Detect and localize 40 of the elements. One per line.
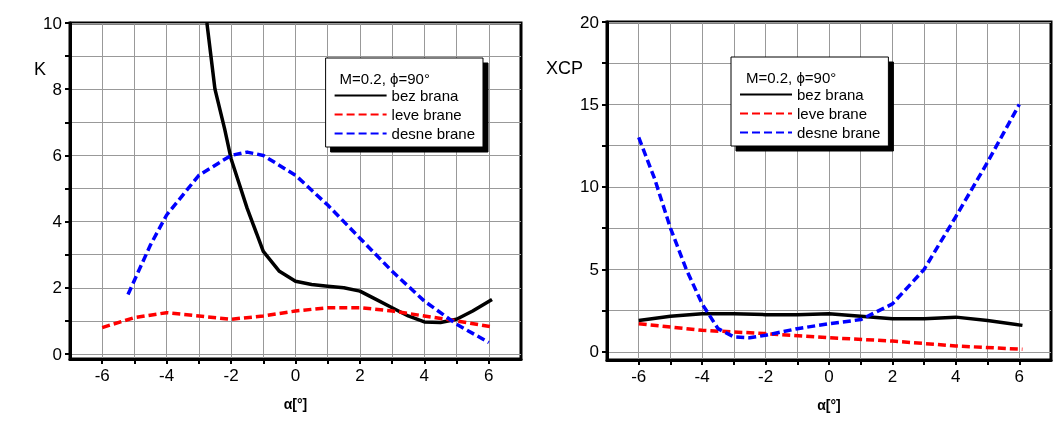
x-tick-label: 6 bbox=[1014, 367, 1025, 386]
y-tick-label: 6 bbox=[52, 145, 62, 165]
legend-label: bez brana bbox=[797, 86, 865, 103]
legend-label: desne brane bbox=[391, 125, 476, 142]
y-tick-label: 2 bbox=[52, 278, 62, 298]
y-tick-label: 4 bbox=[52, 212, 62, 232]
x-tick-label: 4 bbox=[951, 367, 961, 386]
x-tick-label: -6 bbox=[631, 367, 647, 386]
y-tick-label: 0 bbox=[589, 342, 599, 362]
x-tick-label: 6 bbox=[484, 366, 494, 385]
x-tick-label: 2 bbox=[355, 366, 365, 385]
x-axis-title: α[°] bbox=[283, 396, 308, 412]
x-tick-label: 0 bbox=[824, 367, 834, 386]
line-series bbox=[636, 312, 1025, 328]
x-tick-label: -4 bbox=[694, 367, 710, 386]
y-tick-label: 20 bbox=[580, 12, 599, 32]
legend-title: M=0.2, ϕ=90° bbox=[746, 69, 837, 86]
y-tick-label: 0 bbox=[52, 344, 62, 364]
legend-label: leve brane bbox=[391, 106, 462, 123]
legend-label: desne brane bbox=[797, 124, 881, 141]
x-tick-label: -2 bbox=[758, 367, 774, 386]
x-tick-label: 0 bbox=[290, 366, 301, 385]
y-axis-title: XCP bbox=[545, 58, 583, 78]
y-tick-label: 10 bbox=[43, 13, 62, 33]
y-axis-title: K bbox=[33, 59, 46, 79]
y-tick-label: 8 bbox=[52, 79, 62, 99]
y-tick-label: 10 bbox=[580, 177, 599, 197]
x-tick-label: 2 bbox=[887, 367, 898, 386]
x-tick-label: -2 bbox=[223, 366, 239, 385]
line-series bbox=[126, 150, 491, 345]
x-tick-label: -4 bbox=[159, 366, 175, 385]
line-series bbox=[636, 102, 1022, 340]
y-tick-label: 5 bbox=[589, 259, 599, 279]
legend-title: M=0.2, ϕ=90° bbox=[339, 70, 430, 87]
x-tick-label: 4 bbox=[419, 366, 430, 385]
y-tick-label: 15 bbox=[580, 94, 599, 114]
legend-label: leve brane bbox=[797, 105, 868, 122]
legend-label: bez brana bbox=[391, 87, 459, 104]
x-axis-title: α[°] bbox=[817, 397, 841, 413]
x-tick-label: -6 bbox=[94, 366, 110, 385]
